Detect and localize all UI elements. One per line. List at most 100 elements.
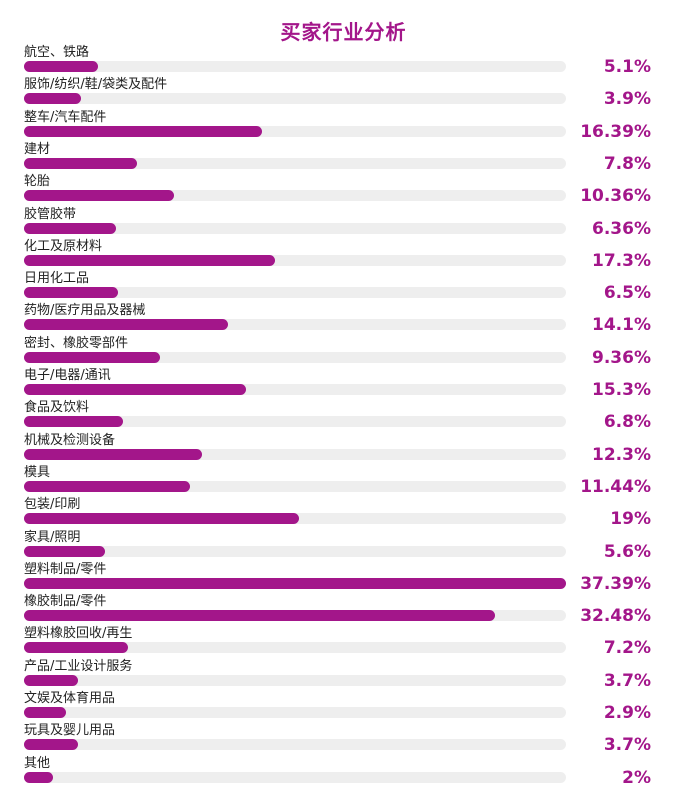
- bar-category-label: 密封、橡胶零部件: [24, 335, 129, 351]
- bar-category-label: 药物/医疗用品及器械: [24, 303, 146, 319]
- bar-value-label: 7.8%: [603, 153, 651, 174]
- bar-value-label: 2.9%: [603, 703, 651, 723]
- bar-value-label: 3.7%: [603, 735, 651, 756]
- bar-row: 家具/照明 5.6%: [0, 530, 687, 562]
- bar-row: 航空、铁路 5.1%: [0, 45, 687, 77]
- bar-category-label: 日用化工品: [24, 271, 90, 287]
- bar-category-label: 化工及原材料: [24, 238, 103, 254]
- bar-category-label: 其他: [24, 755, 51, 771]
- bar-row: 机械及检测设备 12.3%: [0, 433, 687, 465]
- bar: [24, 125, 262, 137]
- bar-row: 食品及饮料 6.8%: [0, 400, 687, 432]
- bar-category-label: 电子/电器/通讯: [24, 368, 111, 383]
- bar: [24, 448, 203, 460]
- bar-track: [24, 707, 566, 718]
- bar: [24, 222, 117, 234]
- bar-track: [24, 448, 566, 460]
- bar-track: [24, 125, 566, 137]
- bar-value-label: 6.36%: [592, 218, 651, 239]
- bar: [24, 739, 78, 751]
- bar: [24, 771, 53, 783]
- bar-category-label: 塑料制品/零件: [24, 561, 107, 577]
- bar-track: [24, 351, 566, 363]
- bar-track: [24, 545, 566, 557]
- bar: [24, 642, 129, 654]
- bar-track: [24, 674, 566, 686]
- bar-category-label: 食品及饮料: [24, 400, 90, 416]
- bar-track: [24, 771, 566, 783]
- bar-row: 文娱及体育用品 2.9%: [0, 691, 687, 723]
- bar-track: [24, 384, 566, 395]
- bar-value-label: 9.36%: [592, 347, 651, 368]
- bar: [24, 287, 119, 299]
- bar-category-label: 整车/汽车配件: [24, 109, 107, 125]
- bar: [24, 610, 495, 622]
- bar-row: 服饰/纺织/鞋/袋类及配件 3.9%: [0, 77, 687, 109]
- bar: [24, 319, 229, 331]
- chart-title: 买家行业分析: [280, 20, 407, 44]
- bar-category-label: 橡胶制品/零件: [24, 594, 107, 610]
- bar-track: [24, 480, 566, 492]
- bar-track: [24, 513, 566, 525]
- bar-track: [24, 287, 566, 299]
- bar-track: [24, 254, 566, 266]
- bar-row: 模具 11.44%: [0, 465, 687, 497]
- bar-value-label: 16.39%: [580, 121, 651, 142]
- bar: [24, 61, 98, 72]
- bar: [24, 384, 246, 395]
- bar-row: 橡胶制品/零件 32.48%: [0, 594, 687, 626]
- bar-track: [24, 739, 566, 751]
- bar: [24, 674, 78, 686]
- bar-value-label: 15.3%: [592, 380, 651, 400]
- bar-category-label: 玩具及婴儿用品: [24, 723, 116, 739]
- bar-track: [24, 416, 566, 428]
- bar-row: 塑料制品/零件 37.39%: [0, 562, 687, 594]
- bar-value-label: 5.1%: [603, 57, 651, 77]
- bar-track: [24, 93, 566, 105]
- bar-row: 产品/工业设计服务 3.7%: [0, 659, 687, 691]
- bar-row: 塑料橡胶回收/再生 7.2%: [0, 626, 687, 658]
- bar-category-label: 产品/工业设计服务: [24, 658, 133, 674]
- bar-row: 胶管胶带 6.36%: [0, 207, 687, 239]
- bar-row: 化工及原材料 17.3%: [0, 239, 687, 271]
- bar: [24, 254, 275, 266]
- bar-value-label: 6.8%: [603, 412, 651, 433]
- bar-track: [24, 61, 566, 72]
- bar-track: [24, 190, 566, 202]
- bar-value-label: 12.3%: [592, 444, 651, 465]
- bar-value-label: 3.9%: [603, 89, 651, 110]
- bar-category-label: 文娱及体育用品: [24, 691, 116, 706]
- bar-row: 日用化工品 6.5%: [0, 271, 687, 303]
- bar-row: 包装/印刷 19%: [0, 497, 687, 529]
- bar-track: [24, 222, 566, 234]
- bar-row: 其他 2%: [0, 756, 687, 788]
- bar-category-label: 塑料橡胶回收/再生: [24, 626, 133, 642]
- bar: [24, 157, 138, 169]
- bar: [24, 545, 106, 557]
- bar-value-label: 17.3%: [592, 250, 651, 271]
- bar-value-label: 7.2%: [603, 638, 651, 659]
- bar-value-label: 5.6%: [603, 541, 651, 562]
- bar-category-label: 服饰/纺织/鞋/袋类及配件: [24, 77, 168, 93]
- bar-category-label: 包装/印刷: [24, 497, 81, 513]
- bar-category-label: 机械及检测设备: [24, 432, 116, 448]
- bar-value-label: 37.39%: [580, 573, 651, 594]
- bar-track: [24, 577, 566, 589]
- bar-value-label: 32.48%: [580, 606, 651, 627]
- bar-row: 电子/电器/通讯 15.3%: [0, 368, 687, 400]
- bar-row: 密封、橡胶零部件 9.36%: [0, 336, 687, 368]
- bar-category-label: 模具: [24, 464, 51, 480]
- bar-track: [24, 610, 566, 622]
- bar-row: 建材 7.8%: [0, 142, 687, 174]
- bar-category-label: 航空、铁路: [24, 45, 90, 60]
- bar-category-label: 胶管胶带: [24, 206, 77, 222]
- bar-track: [24, 157, 566, 169]
- bar-row: 轮胎 10.36%: [0, 174, 687, 206]
- bar-track: [24, 642, 566, 654]
- bar-value-label: 3.7%: [603, 670, 651, 691]
- bar-track: [24, 319, 566, 331]
- bar: [24, 351, 160, 363]
- bar-value-label: 10.36%: [580, 186, 651, 207]
- bar-value-label: 11.44%: [580, 476, 651, 497]
